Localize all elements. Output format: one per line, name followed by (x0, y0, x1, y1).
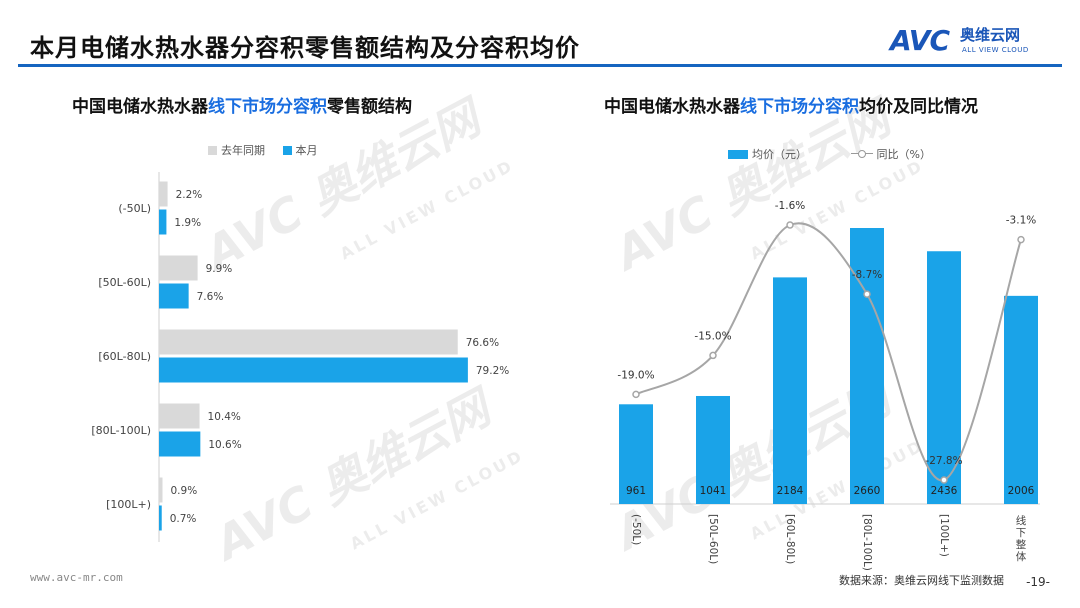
category-label: [50L-60L) (98, 276, 151, 289)
bar-avg-price (1004, 295, 1038, 504)
yoy-value-label: -1.6% (775, 200, 805, 212)
right-combo-chart: 961 (-50L) 1041 [50L-60L) 2184 [60L-80L) 2660 [… (610, 200, 1040, 571)
category-label: [60L-80L) (98, 350, 151, 363)
legend-item-this-month: 本月 (282, 142, 318, 158)
yoy-point (863, 290, 871, 298)
avc-logo: AVC 奥维云网 ALL VIEW CLOUD (890, 22, 1050, 62)
legend-item-avg-price: 均价（元） (728, 146, 807, 162)
bar-last-year (159, 477, 163, 503)
yoy-point (940, 476, 948, 484)
right-title-highlight: 线下市场分容积 (740, 97, 859, 117)
data-label: 1.9% (174, 217, 201, 229)
bar-this-month (159, 357, 468, 383)
yoy-point (1017, 235, 1025, 244)
bar-this-month (159, 283, 189, 309)
yoy-point (786, 221, 794, 229)
logo-english-name: ALL VIEW CLOUD (962, 46, 1029, 54)
category-label: (-50L) (630, 514, 642, 545)
yoy-value-label: -19.0% (617, 369, 654, 381)
header-divider (18, 64, 1062, 67)
category-label-char: 线 (1016, 514, 1027, 527)
bar-value-label: 2184 (777, 485, 804, 497)
yoy-value-label: -3.1% (1006, 215, 1036, 227)
bar-value-label: 961 (626, 485, 646, 497)
legend-label: 同比（%） (876, 148, 931, 161)
category-label: (-50L) (118, 202, 151, 215)
category-label: [100L+) (106, 498, 151, 511)
bar-value-label: 1041 (700, 485, 727, 497)
data-label: 0.9% (171, 485, 198, 497)
data-label: 76.6% (466, 337, 499, 349)
logo-mark: AVC (890, 24, 950, 57)
data-label: 10.4% (208, 411, 241, 423)
bar-value-label: 2436 (931, 485, 958, 497)
bar-avg-price (927, 251, 961, 504)
bar-value-label: 2006 (1008, 485, 1035, 497)
category-label-char: 下 (1016, 527, 1027, 539)
left-chart-title: 中国电储水热水器线下市场分容积零售额结构 (72, 92, 412, 117)
category-label: [60L-80L) (784, 514, 796, 564)
category-label: [100L+) (938, 514, 950, 557)
data-label: 9.9% (206, 263, 233, 275)
bar-avg-price (696, 395, 730, 504)
left-title-suffix: 零售额结构 (327, 97, 412, 117)
bar-this-month (159, 505, 162, 531)
yoy-line (635, 222, 1022, 482)
legend-label: 均价（元） (752, 148, 807, 161)
data-label: 10.6% (208, 439, 241, 451)
bar-last-year (159, 329, 458, 355)
left-title-prefix: 中国电储水热水器 (72, 97, 208, 117)
left-bar-chart: (-50L) 2.2% 1.9% [50L-60L) 9.9% 7.6% [60L-80L)… (91, 172, 509, 542)
category-label: [80L-100L) (861, 514, 873, 571)
legend-label: 本月 (295, 144, 318, 157)
legend-line-swatch (850, 149, 873, 158)
right-title-suffix: 均价及同比情况 (859, 97, 978, 117)
bar-last-year (159, 403, 200, 429)
yoy-value-label: -8.7% (852, 269, 882, 281)
category-label: [80L-100L) (91, 424, 151, 437)
data-label: 7.6% (197, 291, 224, 303)
bar-last-year (159, 181, 168, 207)
yoy-point (709, 351, 717, 360)
left-title-highlight: 线下市场分容积 (208, 97, 327, 117)
category-label: [50L-60L) (707, 514, 719, 564)
data-label: 2.2% (176, 189, 203, 201)
right-chart-title: 中国电储水热水器线下市场分容积均价及同比情况 (604, 92, 978, 117)
bar-this-month (159, 209, 167, 235)
legend-swatch-blue (728, 150, 748, 159)
category-label-char: 整 (1016, 538, 1027, 551)
category-label: 线下整体 (1016, 514, 1027, 563)
page-number: -19- (1026, 575, 1050, 589)
bar-this-month (159, 431, 201, 457)
bar-last-year (159, 255, 198, 281)
legend-label: 去年同期 (221, 144, 265, 157)
data-label: 0.7% (170, 513, 197, 525)
left-chart-legend: 去年同期 本月 (208, 142, 332, 158)
legend-item-last-year: 去年同期 (208, 142, 265, 158)
data-source-note: 数据来源：奥维云网线下监测数据 (839, 574, 1004, 587)
yoy-value-label: -27.8% (925, 455, 962, 467)
bar-avg-price (619, 404, 653, 504)
legend-swatch-gray (208, 146, 217, 155)
yoy-point (632, 390, 640, 399)
logo-chinese-name: 奥维云网 (960, 26, 1021, 44)
data-label: 79.2% (476, 365, 509, 377)
right-chart-legend: 均价（元） 同比（%） (728, 146, 945, 162)
page-title: 本月电储水热水器分容积零售额结构及分容积均价 (30, 34, 580, 62)
legend-item-yoy: 同比（%） (850, 146, 931, 162)
yoy-value-label: -15.0% (694, 330, 731, 342)
bar-avg-price (773, 277, 807, 504)
category-label-char: 体 (1016, 551, 1027, 563)
bar-avg-price (850, 228, 884, 504)
right-title-prefix: 中国电储水热水器 (604, 97, 740, 117)
bar-value-label: 2660 (854, 485, 881, 497)
legend-swatch-blue (282, 146, 292, 155)
footer-website: www.avc-mr.com (30, 571, 123, 584)
